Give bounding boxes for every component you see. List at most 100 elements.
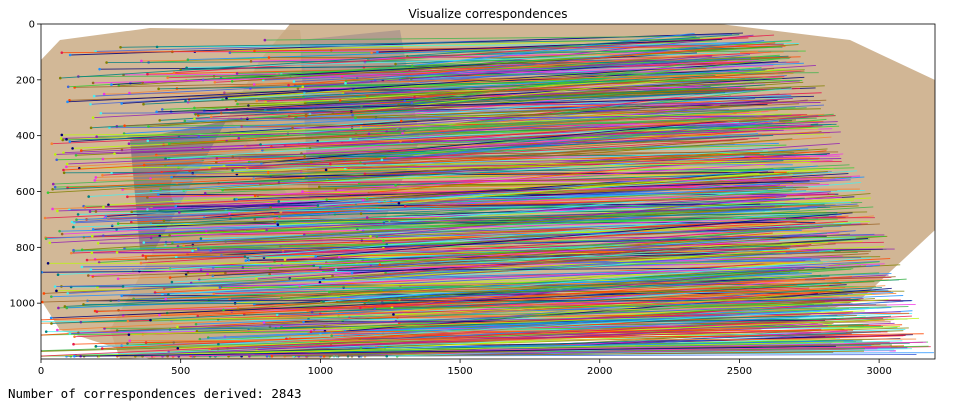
keypoint-dot	[344, 81, 347, 85]
correspondence-line	[247, 237, 856, 258]
correspondence-line	[398, 172, 760, 204]
correspondence-line	[339, 215, 874, 258]
correspondence-line	[94, 172, 759, 181]
correspondence-line	[66, 278, 832, 309]
keypoint-dot	[334, 268, 338, 272]
keypoint-dot	[160, 108, 164, 111]
correspondence-line	[386, 222, 861, 245]
keypoint-dot	[166, 354, 169, 358]
correspondence-line	[67, 131, 841, 165]
keypoint-dot	[80, 248, 84, 252]
keypoint-dot	[88, 210, 92, 213]
keypoint-dot	[42, 292, 46, 295]
keypoint-dot	[91, 228, 95, 231]
correspondence-line	[299, 279, 890, 288]
keypoint-dot	[170, 280, 174, 284]
keypoint-dot	[140, 59, 143, 63]
keypoint-dot	[228, 51, 232, 54]
keypoint-dot	[116, 222, 120, 225]
keypoint-dot	[90, 251, 94, 255]
keypoint-dot	[149, 236, 153, 240]
keypoint-dot	[253, 194, 257, 198]
correspondence-line	[144, 150, 763, 166]
correspondence-line	[220, 286, 876, 288]
correspondence-line	[368, 106, 796, 135]
correspondence-line	[326, 161, 811, 171]
keypoint-dot	[127, 333, 131, 336]
keypoint-dot	[68, 140, 72, 143]
keypoint-dot	[87, 274, 90, 277]
keypoint-dot	[100, 347, 104, 350]
x-axis: 0 500 1000 1500 2000 2500 3000	[38, 359, 892, 377]
correspondence-line	[302, 55, 713, 88]
keypoint-dot	[158, 313, 161, 317]
keypoint-dot	[292, 80, 296, 83]
keypoint-dot	[233, 198, 236, 201]
correspondence-line	[340, 70, 805, 101]
keypoint-dot	[60, 232, 64, 236]
keypoint-dot	[268, 272, 271, 276]
correspondence-line	[203, 40, 792, 81]
keypoint-dot	[41, 270, 44, 274]
keypoint-dot	[71, 147, 74, 150]
correspondence-line	[393, 293, 872, 315]
keypoint-dot	[255, 277, 258, 281]
keypoint-dot	[149, 189, 153, 193]
keypoint-dot	[36, 350, 39, 353]
correspondence-line	[133, 229, 778, 272]
correspondence-line	[187, 41, 750, 61]
correspondence-line	[313, 248, 797, 267]
keypoint-dot	[392, 313, 395, 316]
keypoint-dot	[65, 306, 69, 310]
keypoint-dot	[193, 106, 196, 110]
keypoint-dot	[113, 152, 116, 156]
keypoint-dot	[301, 85, 305, 89]
keypoint-dot	[55, 289, 58, 293]
keypoint-dot	[164, 297, 167, 301]
keypoint-dot	[53, 185, 57, 189]
correspondence-line	[377, 39, 723, 53]
keypoint-dot	[322, 300, 325, 304]
keypoint-dot	[316, 204, 320, 207]
keypoint-dot	[330, 334, 333, 338]
keypoint-dot	[403, 204, 407, 208]
keypoint-dot	[38, 322, 41, 325]
keypoint-dot	[158, 119, 162, 122]
keypoint-dot	[35, 355, 38, 358]
keypoint-dot	[58, 76, 62, 80]
correspondence-line	[177, 311, 901, 328]
correspondence-line	[345, 40, 765, 84]
keypoint-dot	[102, 92, 106, 96]
correspondence-line	[405, 196, 776, 207]
keypoint-dot	[394, 184, 397, 187]
keypoint-dot	[338, 99, 342, 102]
keypoint-dot	[72, 342, 75, 346]
correspondence-line	[114, 128, 739, 155]
keypoint-dot	[139, 261, 143, 265]
keypoint-dot	[51, 182, 55, 186]
keypoint-dot	[369, 235, 372, 238]
y-axis: 0 200 400 600 800 1000	[10, 20, 41, 310]
keypoint-dot	[56, 209, 59, 213]
keypoint-dot	[196, 114, 200, 117]
keypoint-dot	[73, 335, 76, 338]
keypoint-dot	[198, 337, 202, 341]
keypoint-dot	[225, 97, 228, 100]
keypoint-dot	[178, 211, 181, 214]
keypoint-dot	[195, 329, 199, 333]
y-tick-label: 1000	[10, 299, 35, 310]
keypoint-dot	[62, 171, 66, 175]
correspondence-line	[225, 255, 843, 274]
correspondence-line	[197, 276, 852, 317]
keypoint-dot	[185, 66, 188, 70]
keypoint-dot	[44, 330, 48, 333]
correspondence-line	[42, 276, 896, 303]
correspondence-line	[400, 117, 817, 130]
keypoint-dot	[41, 300, 44, 304]
keypoint-dot	[235, 72, 239, 75]
correspondence-line	[183, 220, 797, 246]
keypoint-dot	[317, 185, 321, 189]
x-tick-label: 0	[38, 366, 44, 377]
keypoint-dot	[359, 212, 363, 216]
keypoint-dot	[142, 102, 145, 106]
